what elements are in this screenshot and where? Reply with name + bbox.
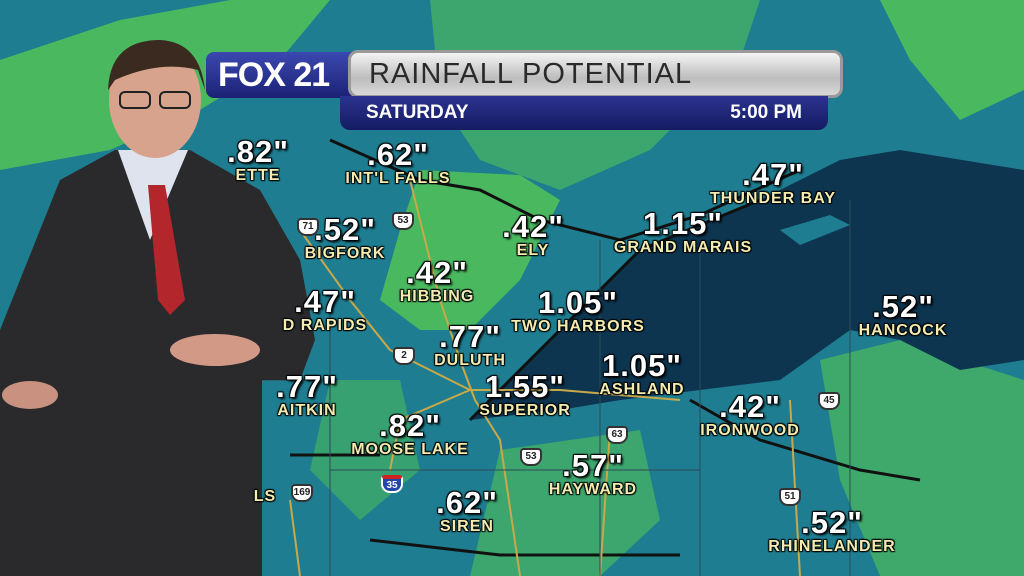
lake-superior: [470, 150, 1024, 420]
location-label: .82" MOOSE LAKE: [351, 408, 469, 459]
location-label: 1.55" SUPERIOR: [479, 369, 571, 420]
rainfall-amount: .42": [719, 389, 781, 424]
us-route-shield-icon: 169: [291, 484, 313, 502]
rainfall-amount: 1.55": [484, 369, 566, 404]
location-label: 1.05" ASHLAND: [599, 348, 685, 399]
isle-royale: [780, 215, 850, 245]
rainfall-amount: .62": [367, 137, 429, 172]
rainfall-amount: .47": [742, 157, 804, 192]
location-label: .52" RHINELANDER: [768, 505, 896, 556]
graphic-title: RAINFALL POTENTIAL: [348, 50, 843, 98]
rainfall-amount: 1.15": [642, 206, 724, 241]
location-label: .57" HAYWARD: [548, 448, 638, 499]
rainfall-amount: .77": [439, 319, 501, 354]
city-name: ETTE: [235, 167, 281, 184]
location-label: 1.05" TWO HARBORS: [511, 285, 645, 336]
rainfall-amount: .77": [276, 369, 338, 404]
rainfall-amount: .57": [562, 448, 624, 483]
city-name: HANCOCK: [858, 322, 948, 339]
city-name: BIGFORK: [304, 245, 386, 262]
location-label: 1.15" GRAND MARAIS: [613, 206, 753, 257]
rainfall-amount: .52": [314, 212, 376, 247]
city-name: THUNDER BAY: [710, 190, 836, 207]
rainfall-amount: .82": [227, 134, 289, 169]
location-label: .62" INT'L FALLS: [345, 137, 451, 188]
location-label: LS: [254, 488, 276, 506]
location-label: .42" IRONWOOD: [700, 389, 800, 440]
us-route-shield-icon: 2: [393, 347, 415, 365]
city-name: ASHLAND: [599, 381, 685, 398]
presenter: [0, 40, 315, 576]
forecast-timebar: SATURDAY 5:00 PM: [340, 96, 828, 130]
rainfall-amount: 1.05": [537, 285, 619, 320]
location-label: .82" ETTE: [227, 134, 289, 185]
rainfall-amount: .52": [872, 289, 934, 324]
city-name: AITKIN: [277, 402, 337, 419]
city-name: HIBBING: [399, 288, 475, 305]
rainfall-amount: .42": [406, 255, 468, 290]
us-route-shield-icon: 45: [818, 392, 840, 410]
location-label: .42" ELY: [502, 209, 564, 260]
city-name: ELY: [516, 242, 550, 259]
city-name: SIREN: [440, 518, 494, 535]
rainfall-amount: .82": [379, 408, 441, 443]
forecast-day: SATURDAY: [366, 102, 469, 123]
city-name: SUPERIOR: [479, 402, 571, 419]
location-label: .77" AITKIN: [276, 369, 338, 420]
city-name: MOOSE LAKE: [351, 441, 469, 458]
city-name: DULUTH: [434, 352, 506, 369]
city-name: RHINELANDER: [768, 538, 896, 555]
location-label: .62" SIREN: [436, 485, 498, 536]
city-name: GRAND MARAIS: [613, 239, 753, 256]
location-label: .52" BIGFORK: [304, 212, 386, 263]
us-route-shield-icon: 71: [297, 218, 319, 236]
city-name: INT'L FALLS: [345, 170, 451, 187]
location-label: .77" DULUTH: [434, 319, 506, 370]
location-label: .47" D RAPIDS: [282, 284, 368, 335]
city-name: IRONWOOD: [700, 422, 800, 439]
location-label: .42" HIBBING: [399, 255, 475, 306]
interstate-shield-icon: 35: [381, 475, 403, 493]
city-name: HAYWARD: [548, 481, 638, 498]
city-name: LS: [253, 488, 277, 505]
rainfall-amount: .62": [436, 485, 498, 520]
forecast-time: 5:00 PM: [730, 102, 802, 123]
station-logo: FOX 21: [206, 52, 356, 98]
rainfall-amount: .42": [502, 209, 564, 244]
rainfall-amount: .52": [801, 505, 863, 540]
us-route-shield-icon: 53: [392, 212, 414, 230]
location-label: .47" THUNDER BAY: [710, 157, 836, 208]
location-label: .52" HANCOCK: [858, 289, 948, 340]
us-route-shield-icon: 63: [606, 426, 628, 444]
rainfall-amount: .47": [294, 284, 356, 319]
city-name: TWO HARBORS: [511, 318, 645, 335]
rainfall-amount: 1.05": [601, 348, 683, 383]
us-route-shield-icon: 53: [520, 448, 542, 466]
us-route-shield-icon: 51: [779, 488, 801, 506]
city-name: D RAPIDS: [282, 317, 368, 334]
